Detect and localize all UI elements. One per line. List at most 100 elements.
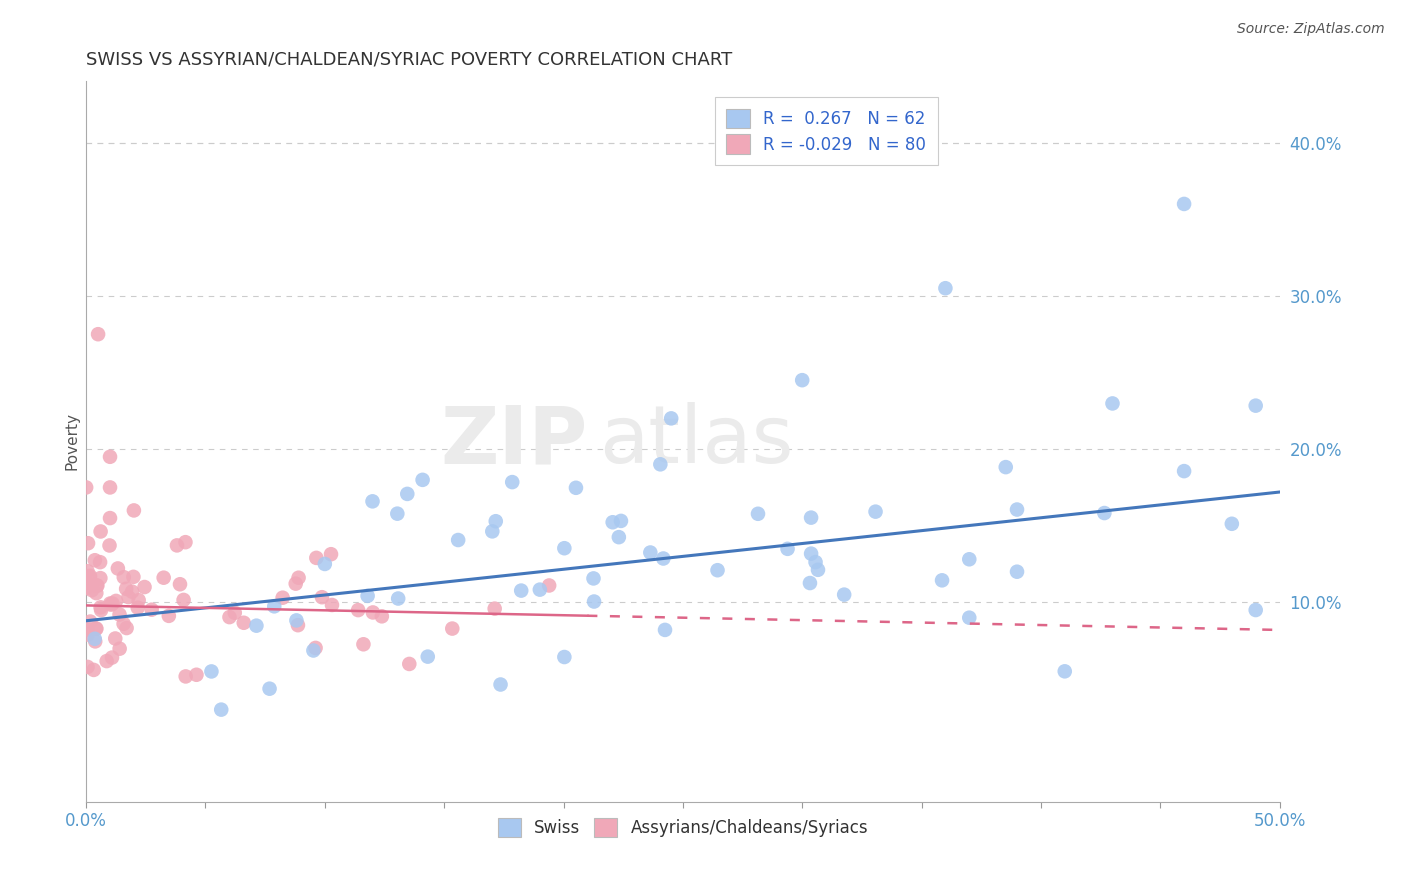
- Point: [263, 599, 285, 614]
- Point: [89, 571, 111, 585]
- Point: [484, 601, 506, 615]
- Point: [510, 583, 533, 598]
- Point: [489, 677, 512, 691]
- Point: [108, 641, 131, 656]
- Point: [98, 480, 121, 494]
- Point: [86, 578, 108, 592]
- Point: [100, 598, 122, 612]
- Point: [416, 649, 439, 664]
- Point: [287, 618, 309, 632]
- Point: [1005, 565, 1028, 579]
- Point: [538, 578, 561, 592]
- Point: [747, 507, 769, 521]
- Text: atlas: atlas: [599, 402, 794, 481]
- Point: [186, 667, 208, 681]
- Point: [610, 514, 633, 528]
- Point: [485, 514, 508, 528]
- Point: [200, 665, 222, 679]
- Point: [285, 614, 308, 628]
- Point: [117, 590, 139, 604]
- Point: [804, 555, 827, 569]
- Point: [305, 550, 328, 565]
- Point: [89, 555, 111, 569]
- Point: [607, 530, 630, 544]
- Point: [80, 583, 103, 598]
- Point: [83, 663, 105, 677]
- Point: [75, 480, 97, 494]
- Point: [101, 597, 124, 611]
- Point: [934, 281, 956, 295]
- Point: [652, 551, 675, 566]
- Point: [75, 575, 97, 590]
- Point: [776, 541, 799, 556]
- Point: [245, 618, 267, 632]
- Point: [1101, 396, 1123, 410]
- Point: [602, 515, 624, 529]
- Point: [90, 600, 112, 615]
- Point: [1092, 506, 1115, 520]
- Point: [1244, 399, 1267, 413]
- Point: [654, 623, 676, 637]
- Point: [112, 570, 135, 584]
- Point: [107, 561, 129, 575]
- Point: [98, 597, 121, 611]
- Point: [800, 510, 823, 524]
- Point: [104, 632, 127, 646]
- Point: [112, 616, 135, 631]
- Point: [1173, 197, 1195, 211]
- Point: [76, 627, 98, 641]
- Point: [173, 593, 195, 607]
- Point: [412, 473, 434, 487]
- Text: SWISS VS ASSYRIAN/CHALDEAN/SYRIAC POVERTY CORRELATION CHART: SWISS VS ASSYRIAN/CHALDEAN/SYRIAC POVERT…: [86, 51, 733, 69]
- Point: [174, 669, 197, 683]
- Point: [98, 511, 121, 525]
- Point: [347, 603, 370, 617]
- Point: [98, 539, 121, 553]
- Point: [86, 579, 108, 593]
- Point: [1173, 464, 1195, 478]
- Point: [134, 580, 156, 594]
- Point: [259, 681, 281, 696]
- Point: [115, 621, 138, 635]
- Point: [529, 582, 551, 597]
- Point: [84, 634, 107, 648]
- Point: [96, 654, 118, 668]
- Point: [284, 576, 307, 591]
- Point: [77, 536, 100, 550]
- Point: [84, 586, 107, 600]
- Text: Source: ZipAtlas.com: Source: ZipAtlas.com: [1237, 22, 1385, 37]
- Point: [174, 535, 197, 549]
- Point: [232, 615, 254, 630]
- Point: [706, 563, 728, 577]
- Point: [319, 547, 342, 561]
- Y-axis label: Poverty: Poverty: [65, 412, 79, 470]
- Point: [1220, 516, 1243, 531]
- Point: [79, 615, 101, 629]
- Point: [640, 545, 662, 559]
- Point: [352, 637, 374, 651]
- Point: [90, 603, 112, 617]
- Point: [832, 588, 855, 602]
- Point: [553, 541, 575, 556]
- Point: [583, 594, 606, 608]
- Point: [166, 538, 188, 552]
- Point: [86, 622, 108, 636]
- Point: [865, 505, 887, 519]
- Point: [659, 411, 682, 425]
- Point: [994, 460, 1017, 475]
- Point: [141, 603, 163, 617]
- Point: [650, 458, 672, 472]
- Point: [371, 609, 394, 624]
- Point: [553, 650, 575, 665]
- Point: [224, 606, 246, 620]
- Point: [157, 608, 180, 623]
- Point: [361, 606, 384, 620]
- Point: [321, 598, 343, 612]
- Point: [218, 610, 240, 624]
- Point: [799, 576, 821, 591]
- Point: [314, 557, 336, 571]
- Point: [387, 591, 409, 606]
- Point: [169, 577, 191, 591]
- Point: [122, 503, 145, 517]
- Point: [209, 703, 232, 717]
